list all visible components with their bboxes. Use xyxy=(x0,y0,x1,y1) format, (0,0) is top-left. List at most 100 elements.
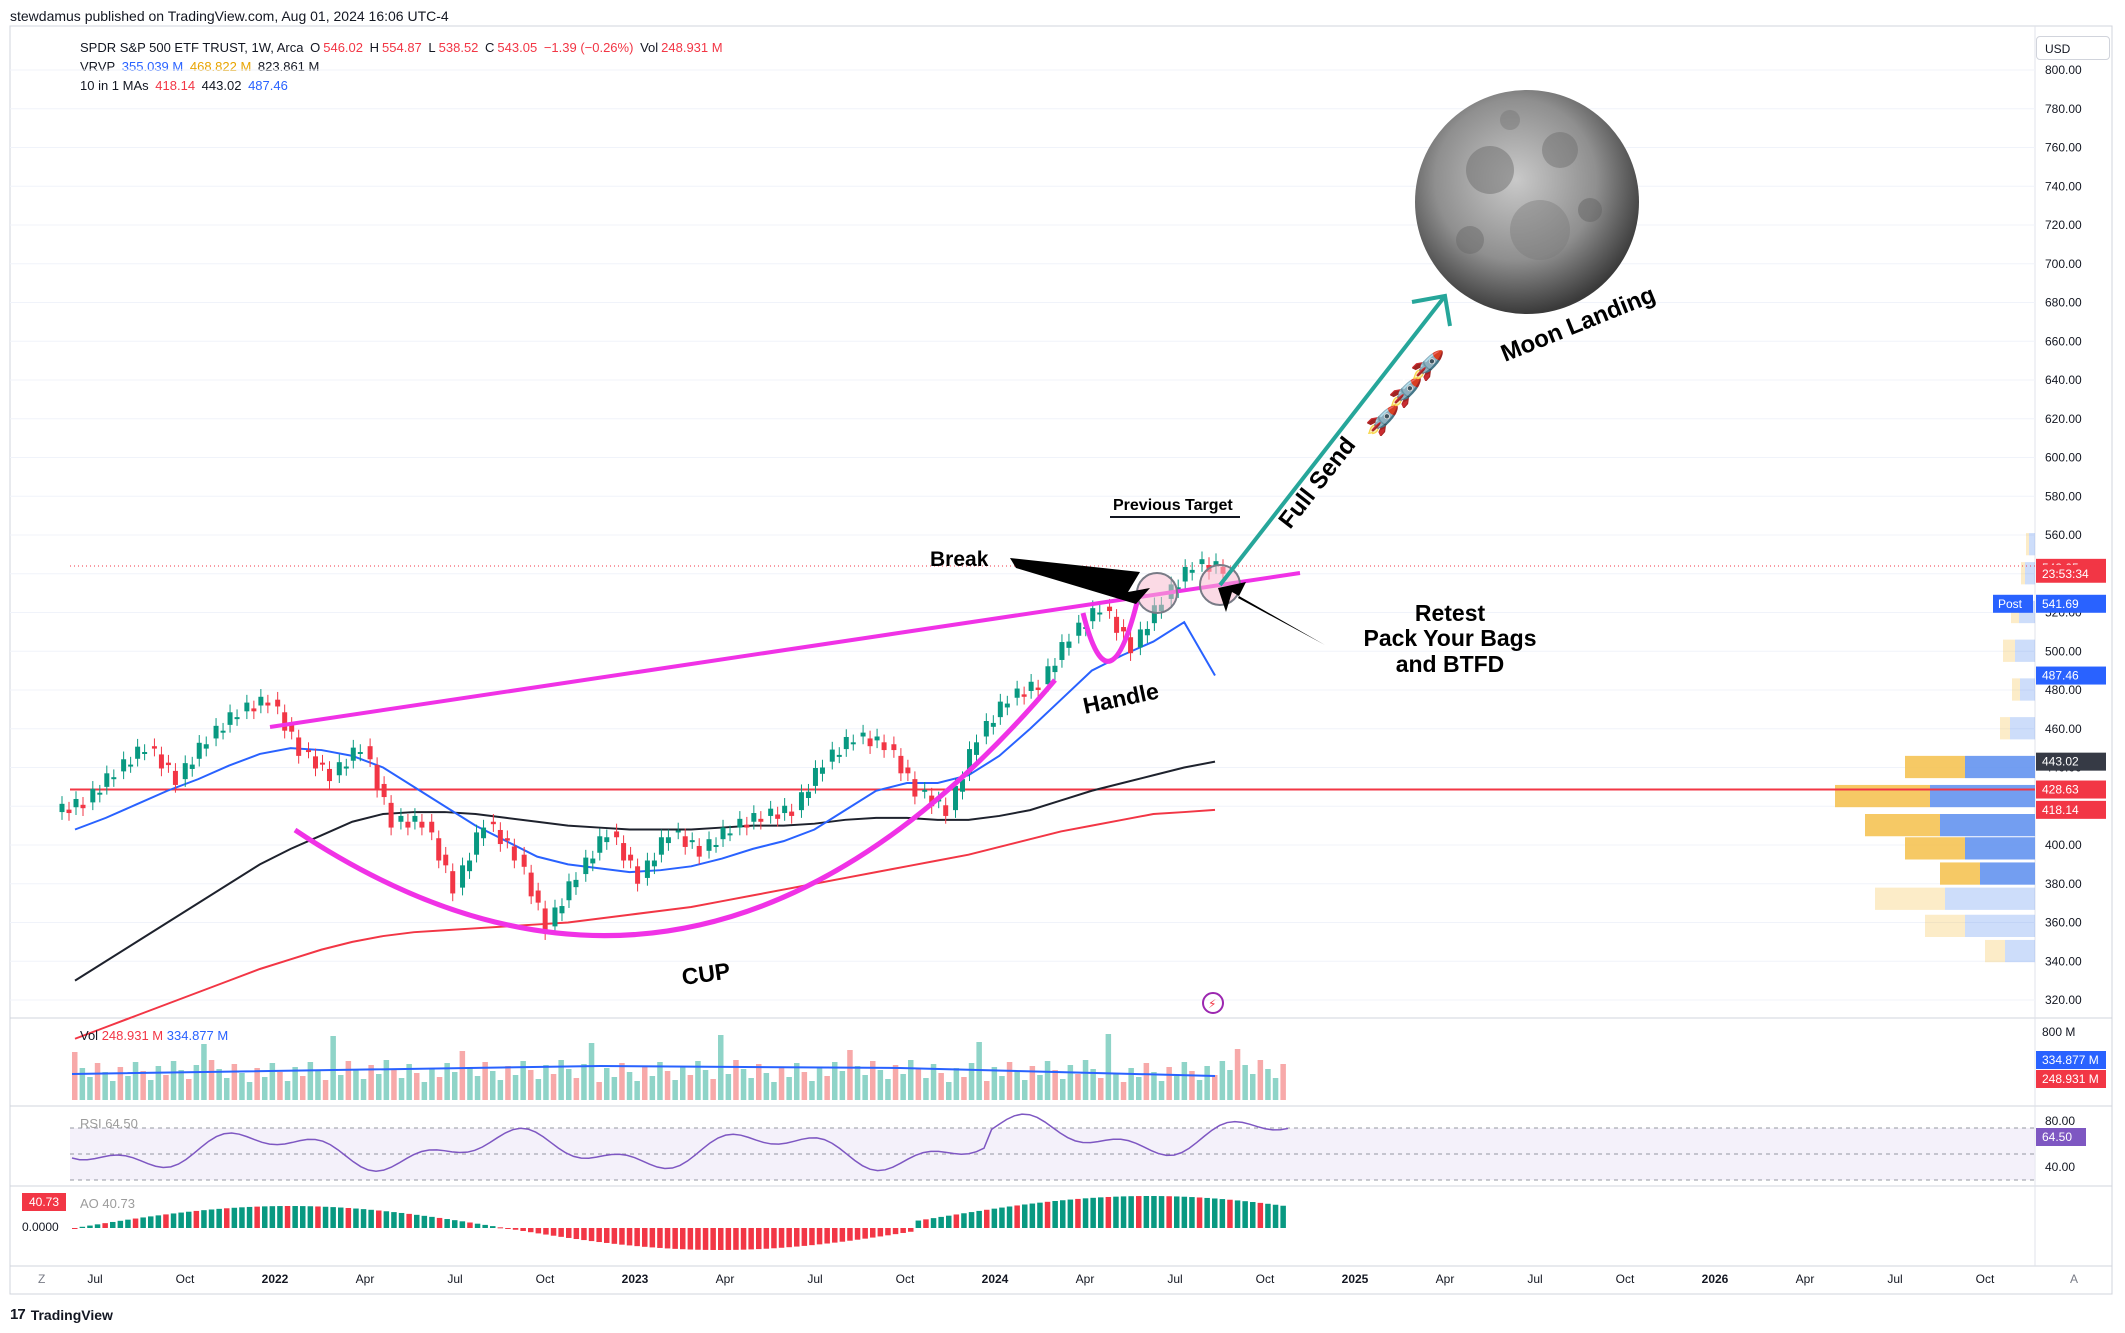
ao-bar xyxy=(474,1223,481,1228)
volume-bar xyxy=(596,1082,602,1100)
candle-body xyxy=(850,742,856,745)
ao-bar xyxy=(117,1220,124,1228)
vol-pane-legend[interactable]: Vol 248.931 M 334.877 M xyxy=(80,1028,228,1043)
rocket-icon: 🚀 xyxy=(1388,376,1423,409)
price-tick-label: 500.00 xyxy=(2045,644,2082,658)
price-tick-label: 460.00 xyxy=(2045,722,2082,736)
cup-label[interactable]: CUP xyxy=(680,957,732,990)
volume-bar xyxy=(938,1073,944,1100)
retest-label-1[interactable]: Retest xyxy=(1415,600,1486,626)
price-axis[interactable]: 800.00 780.00 760.00 740.00 720.00 700.00 680.… xyxy=(1993,63,2106,1007)
ao-bar xyxy=(1098,1197,1104,1228)
rsi-pane-legend[interactable]: RSI 64.50 xyxy=(80,1116,138,1131)
ao-bar xyxy=(839,1228,846,1242)
volume-bar xyxy=(1098,1078,1104,1100)
footer-brand[interactable]: 17 TradingView xyxy=(10,1306,113,1323)
handle-curve[interactable] xyxy=(1080,589,1143,664)
candle-body xyxy=(1144,628,1150,636)
price-badge-label: 23:53:34 xyxy=(2042,567,2089,581)
price-tick-label: 340.00 xyxy=(2045,954,2082,968)
rsi-pane-value: 64.50 xyxy=(105,1116,138,1131)
volume-bar xyxy=(740,1069,747,1100)
volume-profile-bar-up xyxy=(1940,814,2035,837)
time-axis[interactable]: Jul Oct 2022 Apr Jul Oct 2023 Apr Jul Oct 2024 Apr J… xyxy=(87,1272,1995,1286)
ma-row[interactable]: 10 in 1 MAs 418.14 443.02 487.46 xyxy=(80,76,726,95)
ao-bar xyxy=(1128,1196,1134,1228)
price-tick-label: 620.00 xyxy=(2045,412,2082,426)
volume-bar xyxy=(224,1078,230,1100)
candle-body xyxy=(319,762,325,765)
ao-bar xyxy=(1181,1196,1188,1228)
volume-bar xyxy=(1082,1060,1089,1100)
candle-body xyxy=(967,749,973,774)
candle-body xyxy=(282,712,288,731)
volume-bar xyxy=(558,1060,564,1100)
previous-target-label[interactable]: Previous Target xyxy=(1113,497,1233,514)
event-icon[interactable] xyxy=(1202,992,1224,1014)
volume-bar xyxy=(193,1065,200,1100)
ao-bar xyxy=(208,1209,215,1228)
cup-curve[interactable] xyxy=(293,678,1057,939)
volume-bar xyxy=(664,1071,671,1100)
full-send-arrow[interactable] xyxy=(1218,294,1447,587)
volume-bar xyxy=(877,1070,884,1100)
volume-bar xyxy=(968,1063,975,1100)
ao-bar xyxy=(125,1219,131,1228)
volume-bar xyxy=(695,1061,701,1100)
candle-body xyxy=(104,773,110,787)
volume-bar xyxy=(870,1061,876,1100)
ao-pane-legend[interactable]: AO 40.73 xyxy=(80,1196,135,1211)
volume-bar xyxy=(649,1076,656,1100)
volume-bar xyxy=(94,1063,101,1100)
retest-label-2[interactable]: Pack Your Bags xyxy=(1363,625,1536,651)
candle-body xyxy=(1004,703,1010,708)
rsi-badge-label: 64.50 xyxy=(2042,1130,2072,1144)
time-axis-label: 2023 xyxy=(622,1272,649,1286)
symbol-row[interactable]: SPDR S&P 500 ETF TRUST, 1W, Arca O 546.02… xyxy=(80,38,726,57)
volume-bar xyxy=(680,1066,686,1100)
volume-bar xyxy=(482,1062,488,1100)
volume-bar xyxy=(216,1069,222,1100)
ao-bar xyxy=(596,1228,602,1243)
candle-body xyxy=(1137,629,1143,648)
volume-profile-bar-down xyxy=(1905,837,1965,860)
time-axis-label: Oct xyxy=(1256,1272,1275,1286)
volume-bar xyxy=(581,1064,587,1100)
volume-bar xyxy=(550,1074,557,1100)
full-send-label[interactable]: Full Send xyxy=(1273,432,1361,534)
ao-bar xyxy=(1234,1200,1241,1228)
vol-pane-label: Vol xyxy=(80,1028,99,1043)
price-badge xyxy=(2036,666,2106,685)
price-tick-label: 740.00 xyxy=(2045,179,2082,193)
candle-body xyxy=(1107,606,1113,612)
vol-ma-value: 334.877 M xyxy=(166,1028,229,1043)
ao-bar xyxy=(307,1206,314,1228)
handle-label[interactable]: Handle xyxy=(1081,678,1161,719)
volume-bar xyxy=(786,1077,792,1100)
break-label[interactable]: Break xyxy=(930,548,989,571)
volume-bar xyxy=(1196,1080,1203,1100)
auto-scale-button[interactable]: A xyxy=(2070,1272,2078,1286)
volume-bar xyxy=(1029,1066,1036,1100)
time-axis-label: Oct xyxy=(1976,1272,1995,1286)
chart-canvas[interactable]: 🚀 🚀 🚀 Break Previous Target Retest Pack … xyxy=(0,0,2125,1300)
volume-bar xyxy=(368,1065,374,1100)
currency-selector[interactable]: USD xyxy=(2036,36,2110,60)
rsi-band xyxy=(70,1128,2035,1180)
time-axis-label: Apr xyxy=(1436,1272,1455,1286)
ao-bar xyxy=(1151,1196,1157,1228)
volume-bar xyxy=(231,1064,238,1100)
candle-body xyxy=(744,824,750,828)
candle-body xyxy=(258,696,264,706)
break-arrow[interactable] xyxy=(1010,558,1150,604)
ao-bar xyxy=(687,1228,694,1250)
volume-bar xyxy=(839,1071,846,1100)
candle-body xyxy=(251,708,257,712)
time-axis-left-button[interactable]: Z xyxy=(38,1272,45,1286)
volume-bar xyxy=(383,1060,390,1100)
ao-bar xyxy=(710,1228,716,1250)
retest-arrow[interactable] xyxy=(1218,582,1325,645)
retest-label-3[interactable]: and BTFD xyxy=(1396,651,1505,677)
candle-body xyxy=(66,809,72,814)
ao-bar xyxy=(543,1228,549,1235)
